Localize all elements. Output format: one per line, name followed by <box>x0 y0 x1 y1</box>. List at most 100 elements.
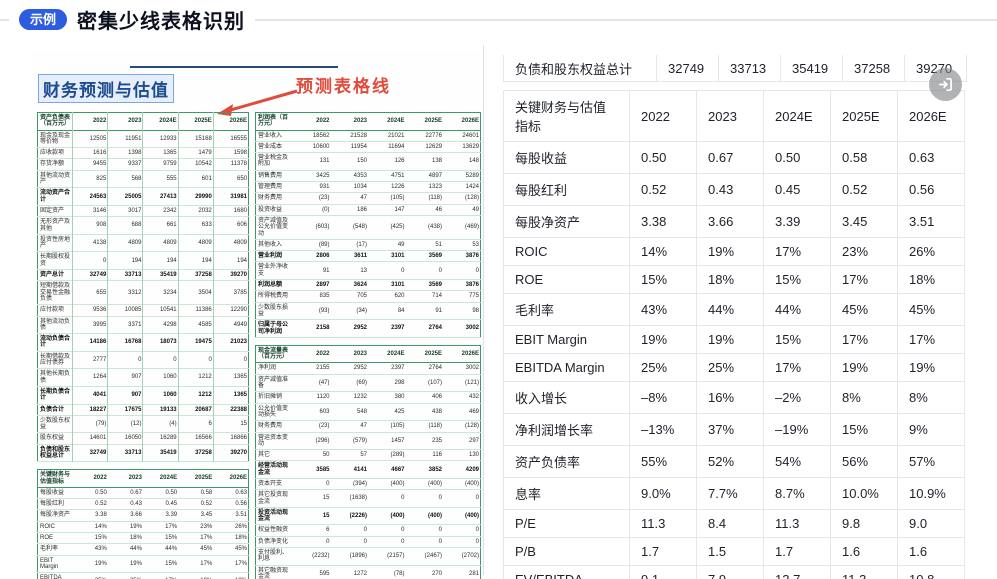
table-cell: 131 <box>319 158 330 165</box>
table-cell: 425 <box>394 408 405 415</box>
table-cell: 908 <box>72 216 108 235</box>
table-cell: 2764 <box>428 365 442 372</box>
table-cell: 0.63 <box>897 141 965 174</box>
table-cell: 595 <box>319 570 330 577</box>
table-cell: 298 <box>394 379 405 386</box>
table-cell: 13 <box>360 267 367 274</box>
table-cell: 2764 <box>428 325 442 332</box>
table-cell: 8.7% <box>763 477 831 510</box>
row-label: 经营活动现金流 <box>258 463 289 476</box>
table-cell: –13% <box>629 413 697 446</box>
table-cell: 91 <box>322 267 330 274</box>
table-cell: 0.43 <box>130 501 142 508</box>
table-cell: 126 <box>394 158 405 165</box>
table-row: 其他流动负债 3995 3371 4298 4585 4949 <box>37 316 249 334</box>
table-row: 净利润增长率 –13% 37% –19% 15% 9% <box>503 413 965 446</box>
table-cell: 3.51 <box>235 512 247 519</box>
table-cell: 17% <box>763 237 831 266</box>
table-cell: 18% <box>129 535 142 542</box>
header-cell: 现金流量表（百万元） <box>258 347 289 361</box>
row-label: 流动资产合计 <box>40 190 71 203</box>
table-cell: 16289 <box>142 432 179 445</box>
table-cell: 8% <box>897 381 965 414</box>
table-cell: 194 <box>177 251 214 270</box>
table-row: P/B 1.7 1.5 1.7 1.6 1.6 <box>503 537 965 566</box>
table-cell: (89) <box>318 241 330 248</box>
table-cell: (425) <box>390 224 405 231</box>
table-cell: 6 <box>177 415 214 433</box>
table-cell: 3785 <box>212 280 249 305</box>
table-cell: 32749 <box>72 269 108 281</box>
table-cell: 18227 <box>72 404 108 416</box>
table-cell: 825 <box>72 170 108 188</box>
table-cell: 13629 <box>462 143 479 150</box>
table-cell: 10085 <box>107 304 143 317</box>
table-cell: 1034 <box>353 184 367 191</box>
expand-result-button[interactable] <box>929 68 962 101</box>
row-label: 资产负债率 <box>503 445 630 478</box>
table-header-row: 资产负债表（百万元） 2022 2023 2024E 2025E 2026E <box>37 112 249 131</box>
table-cell: (2157) <box>387 553 405 560</box>
row-label: 固定资产 <box>40 207 65 214</box>
table-cell: 6 <box>326 527 330 534</box>
table-cell: 148 <box>468 158 479 165</box>
row-label: EBIT Margin <box>503 325 630 354</box>
table-cell: 3.66 <box>696 205 764 238</box>
row-label: 负债合计 <box>40 406 65 413</box>
row-label: 每股净资产 <box>503 205 630 238</box>
table-row: 归属于母公司净利润 2158 2952 2397 2764 3002 <box>255 320 481 338</box>
header-cell: 2025E <box>830 90 898 142</box>
table-row: 每股净资产 3.38 3.66 3.39 3.45 3.51 <box>503 205 965 238</box>
table-cell: 17% <box>830 265 898 294</box>
table-cell: 19% <box>830 353 898 382</box>
table-cell: 606 <box>212 216 249 235</box>
table-cell: 1264 <box>72 368 108 387</box>
table-cell: 23% <box>200 523 213 530</box>
table-cell: 194 <box>107 251 143 270</box>
row-label: 销售费用 <box>258 172 283 179</box>
table-cell: 24563 <box>72 187 108 206</box>
table-cell: 91 <box>435 307 442 314</box>
table-cell: 19% <box>696 325 764 354</box>
table-cell: 49 <box>397 241 405 248</box>
row-label: 资产减值准备 <box>258 376 289 390</box>
table-cell: 56% <box>830 445 898 478</box>
table-cell: 432 <box>468 394 479 401</box>
table-cell: 0.50 <box>95 489 107 496</box>
table: 现金流量表（百万元） 2022 2023 2024E 2025E 2026E 净利润 2155… <box>255 344 481 579</box>
table-cell: (34) <box>356 307 367 314</box>
header-cell: 关键财务与估值指标 <box>40 472 71 485</box>
table-cell: 4141 <box>353 466 367 473</box>
table-cell: (4) <box>142 415 179 433</box>
table-cell: 0 <box>212 351 249 369</box>
table-cell: 11951 <box>107 130 143 148</box>
table-cell: (118) <box>428 423 442 430</box>
row-label: EV/EBITDA <box>503 565 630 579</box>
table-cell: 1.7 <box>629 537 697 566</box>
table-cell: 33713 <box>107 269 143 281</box>
row-label: 毛利率 <box>503 293 630 326</box>
table-cell: 907 <box>107 386 143 404</box>
row-label: 资本开支 <box>258 480 283 487</box>
table-cell: 16050 <box>107 432 143 445</box>
table-cell: 8.4 <box>696 509 764 538</box>
table-row: 营业外净收支 91 13 0 0 0 <box>255 262 481 280</box>
table-cell: 469 <box>468 408 479 415</box>
table-cell: (23) <box>318 195 330 202</box>
table-cell: (2226) <box>349 513 367 520</box>
table-cell: 19% <box>629 325 697 354</box>
table-cell: 0 <box>438 267 442 274</box>
table-cell: 21021 <box>387 132 405 139</box>
row-label: 存货净额 <box>40 161 65 168</box>
table-cell: –8% <box>629 381 697 414</box>
balance-sheet-table: 资产负债表（百万元） 2022 2023 2024E 2025E 2026E 现金及现金等价… <box>37 112 249 463</box>
table-cell: 3101 <box>391 282 405 289</box>
table-cell: 3002 <box>465 325 479 332</box>
table-cell: 32749 <box>656 55 718 81</box>
table-cell: 1398 <box>107 147 143 159</box>
table-row: 经营活动现金流 3585 4141 4667 3852 4209 <box>255 461 481 479</box>
row-label: EBITDA Margin <box>503 353 630 382</box>
table-row: ROIC 14% 19% 17% 23% 26% <box>37 521 249 533</box>
recognition-result-panel[interactable]: 负债和股东权益总计 32749 33713 35419 37258 39270 … <box>503 40 967 579</box>
table-cell: 633 <box>177 216 214 235</box>
